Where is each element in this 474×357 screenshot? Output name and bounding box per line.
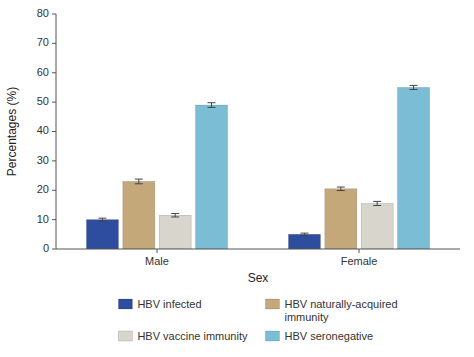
legend-label: HBV vaccine immunity [137,330,248,342]
legend-item: HBV infected [118,298,201,310]
legend-label-line: HBV vaccine immunity [137,330,248,342]
y-tick-label: 30 [37,154,49,166]
y-tick-label: 80 [37,7,49,19]
legend-item: HBV vaccine immunity [118,330,248,342]
bar [123,181,155,249]
x-tick-label: Male [145,255,169,267]
error-bar [337,187,345,191]
y-tick [52,160,56,161]
y-tick [52,72,56,73]
error-bar [410,85,418,89]
bar [325,189,357,249]
chart-svg: 0 10 20 30 40 50 60 70 80 Male Female Sex Percentage… [0,0,474,357]
y-tick [52,14,56,15]
bar [196,105,228,249]
bar [361,203,393,249]
y-tick-label: 50 [37,95,49,107]
bar [86,220,118,249]
bar [159,215,191,249]
x-axis-line [56,249,460,250]
y-tick-label: 40 [37,124,49,136]
legend-label: HBV naturally-acquiredimmunity [284,298,397,323]
error-bar [135,179,143,184]
legend-item: HBV naturally-acquiredimmunity [265,298,397,323]
y-tick-label: 70 [37,36,49,48]
error-bar [373,201,381,205]
y-tick [52,43,56,44]
plot-marks [86,85,429,249]
x-tick [359,249,360,253]
legend-label: HBV seronegative [284,330,373,342]
y-tick [52,131,56,132]
legend-swatch [118,331,132,341]
legend: HBV infected HBV naturally-acquiredimmuni… [118,298,397,342]
legend-label-line: immunity [284,311,329,323]
y-tick-label: 0 [43,242,49,254]
legend-swatch [265,299,279,309]
background [0,0,474,357]
y-tick [52,190,56,191]
error-bar [208,103,216,108]
y-tick [52,219,56,220]
y-tick [52,249,56,250]
x-tick [157,249,158,253]
x-tick-label: Female [341,255,378,267]
legend-label-line: HBV naturally-acquired [284,298,397,310]
y-tick-label: 20 [37,183,49,195]
error-bar [171,213,179,217]
legend-label: HBV infected [137,298,201,310]
legend-swatch [118,299,132,309]
error-bar [98,218,106,221]
legend-swatch [265,331,279,341]
y-tick-label: 10 [37,213,49,225]
legend-label-line: HBV infected [137,298,201,310]
x-axis-label: Sex [248,271,269,285]
chart-container: 0 10 20 30 40 50 60 70 80 Male Female Sex Percentage… [0,0,474,357]
bar [288,234,320,249]
y-tick-label: 60 [37,66,49,78]
error-bar [300,233,308,235]
legend-item: HBV seronegative [265,330,373,342]
y-axis-label: Percentages (%) [5,87,19,176]
y-tick [52,102,56,103]
bar [398,87,430,249]
legend-label-line: HBV seronegative [284,330,373,342]
